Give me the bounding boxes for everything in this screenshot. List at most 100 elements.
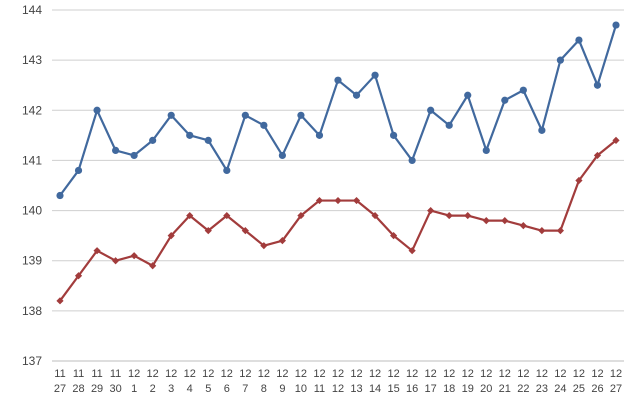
x-tick-month: 12: [165, 368, 177, 380]
data-point: [93, 247, 101, 255]
data-point: [408, 156, 416, 165]
series-layer: [56, 21, 620, 305]
x-tick-month: 12: [610, 368, 622, 380]
data-point: [74, 166, 83, 175]
data-point: [149, 262, 157, 270]
y-tick-label: 143: [22, 53, 42, 67]
x-tick-label: 125: [202, 368, 214, 395]
data-point: [93, 106, 101, 114]
data-point: [612, 136, 620, 144]
x-tick-day: 10: [295, 383, 307, 395]
x-tick-day: 27: [610, 383, 622, 395]
x-tick-label: 126: [221, 368, 233, 395]
x-tick-month: 12: [554, 368, 566, 380]
x-tick-label: 122: [147, 368, 159, 395]
x-tick-month: 12: [499, 368, 511, 380]
data-point: [297, 111, 305, 119]
x-tick-month: 12: [128, 368, 140, 380]
x-tick-day: 14: [369, 383, 381, 395]
x-tick-label: 121: [128, 368, 140, 395]
data-point: [186, 131, 194, 139]
series-line: [59, 139, 617, 302]
data-point: [501, 217, 509, 225]
data-point: [186, 211, 194, 220]
data-point: [482, 217, 490, 225]
data-point: [427, 206, 435, 215]
data-point: [56, 297, 64, 305]
x-tick-month: 12: [480, 368, 492, 380]
y-tick-label: 138: [22, 304, 42, 318]
data-point: [241, 227, 249, 235]
x-tick-month: 12: [258, 368, 270, 380]
x-tick-label: 123: [165, 368, 177, 395]
x-tick-label: 129: [276, 368, 288, 395]
x-tick-month: 12: [536, 368, 548, 380]
y-tick-label: 140: [22, 204, 42, 218]
x-tick-day: 8: [261, 383, 267, 395]
data-point: [593, 81, 602, 89]
x-tick-day: 2: [150, 383, 156, 395]
y-tick-label: 144: [22, 3, 42, 17]
data-point: [223, 166, 231, 175]
x-tick-label: 127: [239, 368, 251, 395]
data-point: [278, 151, 286, 160]
x-tick-day: 11: [314, 383, 325, 395]
data-point: [334, 76, 342, 84]
x-tick-day: 9: [279, 383, 285, 395]
x-tick-month: 12: [443, 368, 455, 380]
data-point: [130, 151, 138, 160]
x-tick-month: 11: [110, 368, 121, 380]
data-point: [241, 111, 249, 119]
data-point: [593, 151, 602, 160]
data-point: [260, 121, 268, 129]
data-point: [575, 176, 583, 185]
x-tick-day: 20: [480, 383, 492, 395]
data-point: [538, 126, 546, 134]
data-point: [390, 232, 398, 240]
data-point: [501, 96, 509, 104]
x-tick-month: 12: [425, 368, 437, 380]
data-point: [167, 232, 175, 240]
x-tick-month: 12: [147, 368, 159, 380]
x-tick-day: 15: [387, 383, 399, 395]
x-tick-month: 12: [313, 368, 325, 380]
data-point: [427, 106, 435, 114]
x-tick-day: 1: [131, 383, 137, 395]
data-point: [167, 111, 175, 119]
x-tick-month: 12: [406, 368, 418, 380]
data-point: [445, 121, 453, 129]
x-tick-day: 22: [517, 383, 529, 395]
x-tick-month: 11: [54, 368, 65, 380]
x-tick-month: 11: [73, 368, 84, 380]
x-tick-month: 12: [462, 368, 474, 380]
x-tick-day: 5: [205, 383, 211, 395]
x-tick-day: 7: [242, 383, 248, 395]
data-point: [315, 131, 324, 139]
x-tick-day: 18: [443, 383, 455, 395]
x-tick-month: 12: [369, 368, 381, 380]
data-point: [575, 36, 583, 44]
data-point: [56, 191, 64, 200]
data-point: [260, 242, 268, 250]
data-point: [519, 86, 527, 94]
x-tick-label: 128: [258, 368, 270, 395]
x-tick-month: 12: [591, 368, 603, 380]
x-tick-day: 3: [168, 383, 174, 395]
